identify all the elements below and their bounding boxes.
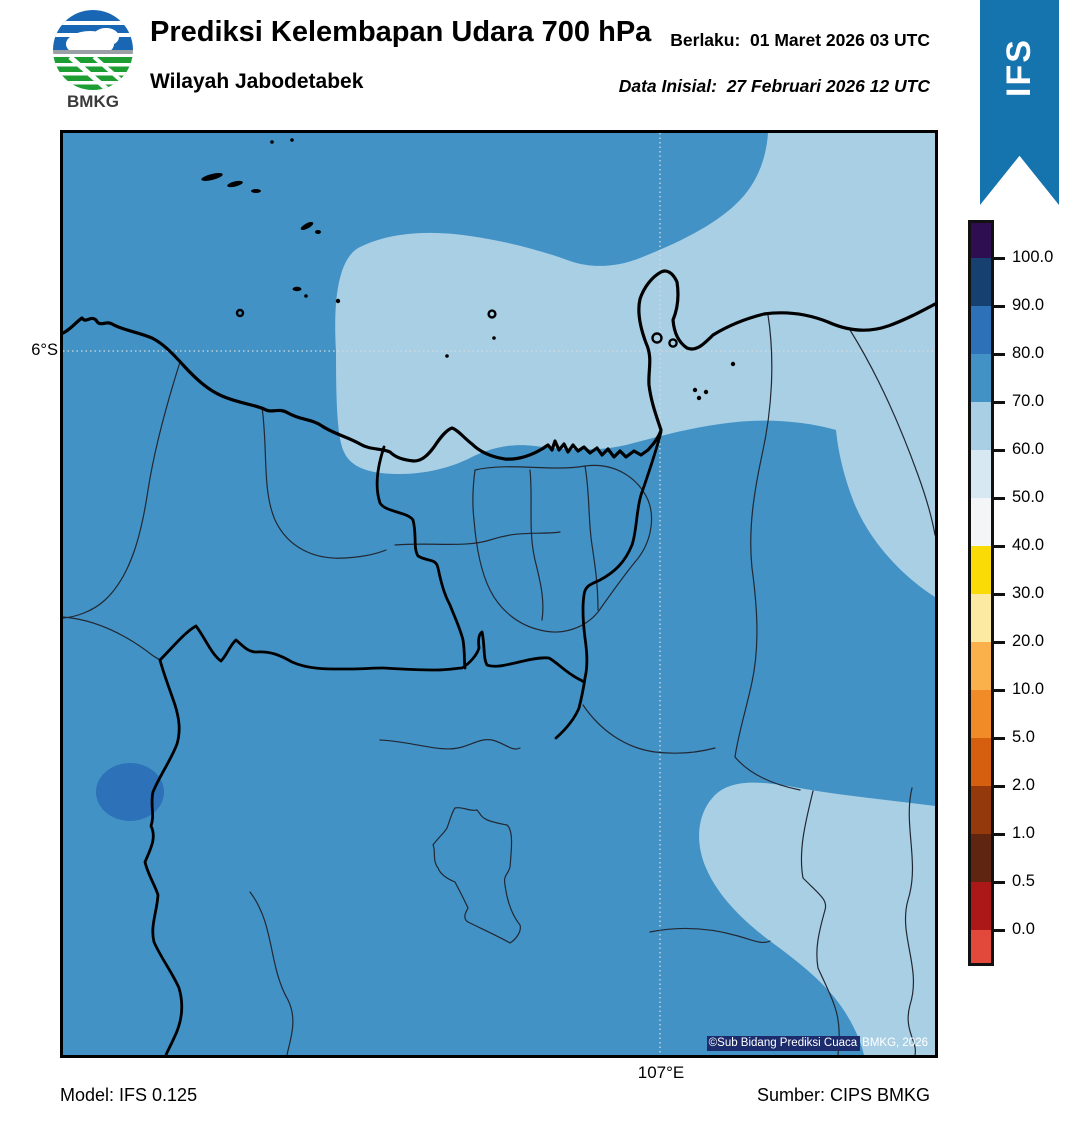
colorbar-segment — [971, 223, 991, 258]
colorbar-segment — [971, 450, 991, 498]
colorbar-tick — [994, 592, 1005, 596]
coastline — [63, 269, 935, 463]
colorbar — [968, 220, 994, 966]
colorbar-segment — [971, 642, 991, 690]
humidity-field-60-70 — [335, 133, 935, 597]
source-label: Sumber: CIPS BMKG — [756, 1085, 930, 1105]
bmkg-logo: BMKG — [50, 8, 136, 111]
init-label: Data Inisial: — [618, 76, 717, 96]
colorbar-segment — [971, 834, 991, 882]
colorbar-tick-label: 2.0 — [1012, 776, 1035, 794]
colorbar-tick-label: 60.0 — [1012, 440, 1045, 458]
valid-time: Berlaku: 01 Maret 2026 03 UTC — [670, 30, 930, 51]
colorbar-segment — [971, 498, 991, 546]
colorbar-tick — [994, 688, 1005, 692]
colorbar-segment — [971, 594, 991, 642]
colorbar-tick — [994, 736, 1005, 740]
model-label: Model: IFS 0.125 — [60, 1085, 198, 1105]
islands — [201, 138, 736, 401]
colorbar-segment — [971, 258, 991, 306]
colorbar-tick — [994, 784, 1005, 788]
valid-value: 01 Maret 2026 03 UTC — [750, 30, 930, 50]
colorbar-tick-label: 40.0 — [1012, 536, 1045, 554]
bmkg-logo-text: BMKG — [67, 92, 119, 110]
longitude-label: 107°E — [637, 1063, 685, 1082]
province-boundaries — [143, 430, 663, 1055]
colorbar-tick — [994, 544, 1005, 548]
colorbar-segment — [971, 546, 991, 594]
initial-data-time: Data Inisial: 27 Februari 2026 12 UTC — [619, 76, 930, 97]
colorbar-tick — [994, 448, 1005, 452]
colorbar-segment — [971, 882, 991, 930]
colorbar-tick-label: 70.0 — [1012, 392, 1045, 410]
bmkg-logo-graphic: BMKG — [53, 10, 133, 111]
colorbar-tick — [994, 832, 1005, 836]
colorbar-tick — [994, 352, 1005, 356]
colorbar-tick-label: 80.0 — [1012, 344, 1045, 362]
colorbar-segment — [971, 690, 991, 738]
humidity-field-60-70-southeast — [699, 782, 935, 1055]
latitude-label: 6°S — [31, 341, 58, 359]
colorbar-segment — [971, 306, 991, 354]
colorbar-tick-label: 0.0 — [1012, 920, 1035, 938]
colorbar-segment — [971, 738, 991, 786]
colorbar-tick-label: 1.0 — [1012, 824, 1035, 842]
valid-label: Berlaku: — [670, 30, 741, 50]
model-ribbon-label: IFS — [1000, 38, 1038, 97]
colorbar-tick-label: 30.0 — [1012, 584, 1045, 602]
copyright-text-b: BMKG, 2026 — [862, 1037, 928, 1049]
graticule — [63, 133, 935, 1055]
colorbar-tick — [994, 640, 1005, 644]
colorbar-segment — [971, 786, 991, 834]
colorbar-segment — [971, 354, 991, 402]
humidity-field-80-90-spot — [96, 763, 164, 821]
init-value: 27 Februari 2026 12 UTC — [726, 76, 930, 96]
colorbar-tick — [994, 256, 1005, 260]
colorbar-tick — [994, 400, 1005, 404]
copyright-text-a: ©Sub Bidang Prediksi Cuaca — [706, 1036, 861, 1051]
colorbar-tick-label: 5.0 — [1012, 728, 1035, 746]
copyright-note: ©Sub Bidang Prediksi Cuaca BMKG, 2026 — [706, 1036, 928, 1051]
weather-map — [63, 133, 935, 1055]
colorbar-tick — [994, 928, 1005, 932]
regency-boundaries — [63, 314, 935, 1055]
colorbar-tick — [994, 496, 1005, 500]
colorbar-tick — [994, 880, 1005, 884]
colorbar-tick-label: 10.0 — [1012, 680, 1045, 698]
colorbar-segment — [971, 930, 991, 963]
colorbar-tick-label: 100.0 — [1012, 248, 1054, 266]
page-subtitle: Wilayah Jabodetabek — [150, 70, 364, 93]
page-title: Prediksi Kelembapan Udara 700 hPa — [150, 16, 652, 48]
colorbar-segment — [971, 402, 991, 450]
colorbar-tick-label: 50.0 — [1012, 488, 1045, 506]
colorbar-tick-label: 0.5 — [1012, 872, 1035, 890]
map-frame — [60, 130, 938, 1058]
colorbar-tick-label: 90.0 — [1012, 296, 1045, 314]
colorbar-tick-label: 20.0 — [1012, 632, 1045, 650]
colorbar-tick — [994, 304, 1005, 308]
